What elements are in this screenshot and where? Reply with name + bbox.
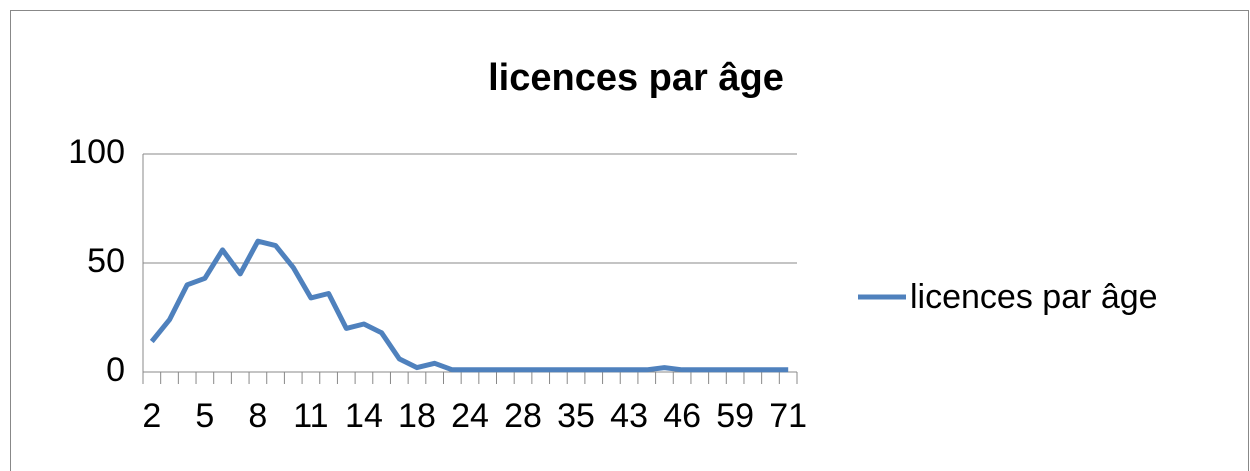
x-tick-label: 14	[345, 397, 383, 435]
x-tick-label: 18	[398, 397, 436, 435]
chart-title: licences par âge	[488, 57, 784, 99]
line-series	[149, 238, 789, 373]
x-tick-label: 11	[293, 397, 328, 435]
x-tick-label: 71	[769, 397, 807, 435]
y-tick-label: 100	[68, 133, 125, 171]
x-tick-label: 35	[557, 397, 595, 435]
x-tick-label: 24	[451, 397, 489, 435]
x-tick-label: 2	[142, 397, 161, 435]
y-tick-label: 50	[87, 242, 125, 280]
x-tick-label: 43	[610, 397, 648, 435]
x-tick-label: 8	[248, 397, 267, 435]
chart-frame	[10, 10, 1249, 471]
x-tick-label: 59	[716, 397, 754, 435]
x-tick-label: 5	[195, 397, 214, 435]
y-tick-label: 0	[106, 351, 125, 389]
x-tick-label: 28	[504, 397, 542, 435]
legend-label: licences par âge	[910, 278, 1158, 316]
x-tick-label: 46	[663, 397, 701, 435]
